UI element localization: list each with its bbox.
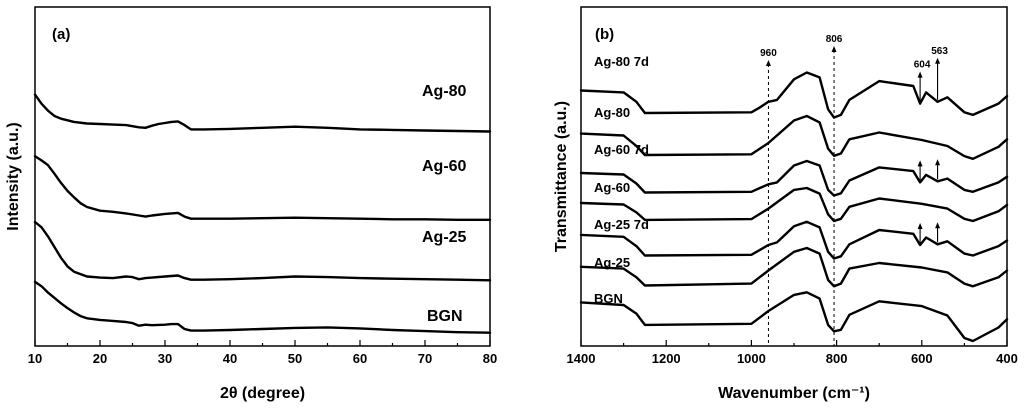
x-axis-title: 2θ (degree) xyxy=(220,385,305,402)
series-line-bgn xyxy=(33,280,492,334)
x-tick-label-400: 400 xyxy=(996,351,1018,366)
series-label-ag-80-7d: Ag-80 7d xyxy=(594,54,649,69)
series-line-ag-25 xyxy=(33,220,492,282)
reference-label-806: 806 xyxy=(826,34,843,45)
reference-arrow-960 xyxy=(765,60,771,66)
x-tick-label-1200: 1200 xyxy=(652,351,681,366)
series-line-ag-60 xyxy=(579,186,1009,223)
series-label-ag-60-7d: Ag-60 7d xyxy=(594,142,649,157)
x-tick-label-20: 20 xyxy=(93,351,107,366)
x-tick-label-50: 50 xyxy=(288,351,302,366)
y-axis-title: Transmittance (a.u.) xyxy=(553,101,570,252)
x-tick-label-800: 800 xyxy=(826,351,848,366)
x-tick-label-1000: 1000 xyxy=(737,351,766,366)
x-axis-title: Wavenumber (cm⁻¹) xyxy=(718,385,870,402)
series-line-ag-60-7d xyxy=(579,159,1009,197)
series-line-ag-60 xyxy=(33,155,492,221)
series-label-ag-80: Ag-80 xyxy=(422,83,467,100)
series-line-ag-80 xyxy=(579,114,1009,160)
band-arrowhead-ag-80-7d-563 xyxy=(935,57,941,64)
series-label-ag-80: Ag-80 xyxy=(594,105,630,120)
x-tick-label-80: 80 xyxy=(483,351,497,366)
panel-b-ftir: 1400 1200 1000 800 600 400 Wavenumber (cm⁻¹) Tr… xyxy=(553,6,1018,402)
series-line-ag-25-7d xyxy=(579,220,1009,260)
band-arrowhead-ag-25-7d-563 xyxy=(935,222,941,229)
panel-a-plot-frame xyxy=(34,6,491,347)
x-tick-label-60: 60 xyxy=(353,351,367,366)
x-tick-label-10: 10 xyxy=(28,351,42,366)
band-label-604: 604 xyxy=(914,60,931,71)
series-label-ag-25: Ag-25 xyxy=(594,255,630,270)
panel-label-a: (a) xyxy=(52,26,70,43)
x-tick-label-1400: 1400 xyxy=(567,351,596,366)
y-axis-title: Intensity (a.u.) xyxy=(5,122,22,230)
x-tick-label-600: 600 xyxy=(911,351,933,366)
reference-label-960: 960 xyxy=(760,48,777,59)
series-label-ag-25-7d: Ag-25 7d xyxy=(594,217,649,232)
band-arrowhead-ag-60-7d-604 xyxy=(917,160,923,167)
band-label-563: 563 xyxy=(931,46,948,57)
series-label-ag-60: Ag-60 xyxy=(594,180,630,195)
series-line-ag-80-7d xyxy=(579,71,1009,119)
reference-arrow-806 xyxy=(831,46,837,52)
panel-label-b: (b) xyxy=(595,26,614,43)
series-label-ag-60: Ag-60 xyxy=(422,158,467,175)
series-label-ag-25: Ag-25 xyxy=(422,229,467,246)
panel-a-xrd: 10 20 30 40 50 60 70 80 2θ (degree) Intensity (a.… xyxy=(5,6,497,402)
band-arrowhead-ag-60-7d-563 xyxy=(935,159,941,166)
series-line-ag-80 xyxy=(33,93,492,133)
series-label-bgn: BGN xyxy=(427,308,463,325)
band-arrowhead-ag-80-7d-604 xyxy=(917,71,923,78)
series-line-ag-25 xyxy=(579,246,1009,288)
x-tick-label-40: 40 xyxy=(223,351,237,366)
x-tick-label-30: 30 xyxy=(158,351,172,366)
series-line-bgn xyxy=(579,291,1009,343)
series-label-bgn: BGN xyxy=(594,291,623,306)
band-arrowhead-ag-25-7d-604 xyxy=(917,223,923,229)
x-tick-label-70: 70 xyxy=(418,351,432,366)
